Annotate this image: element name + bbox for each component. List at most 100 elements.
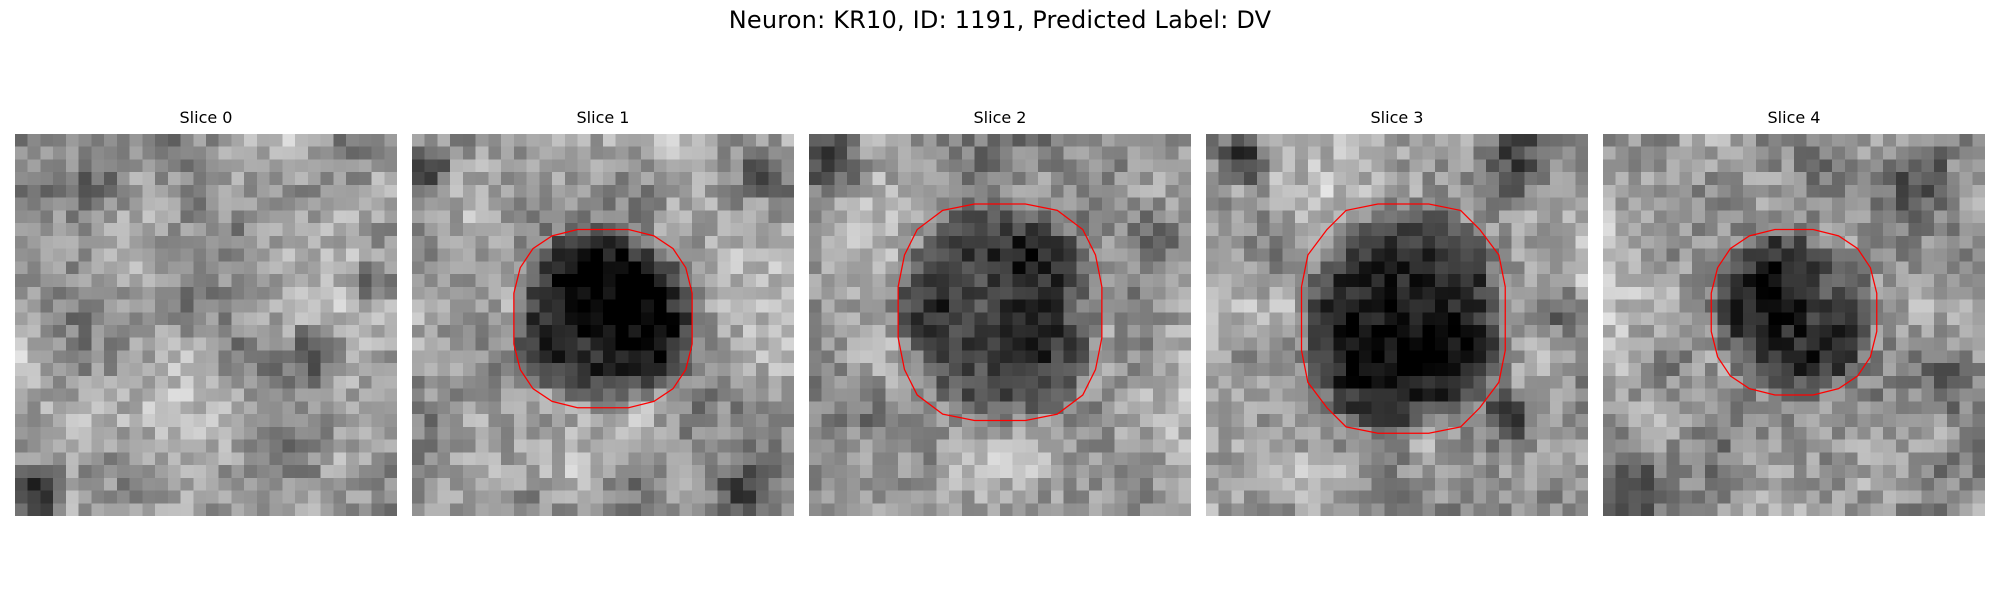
image-pixel	[641, 248, 655, 262]
image-pixel	[1781, 375, 1795, 389]
image-pixel	[1384, 452, 1398, 466]
image-pixel	[193, 414, 207, 428]
image-pixel	[809, 197, 822, 211]
image-pixel	[513, 286, 527, 300]
image-pixel	[320, 312, 334, 326]
image-pixel	[1946, 286, 1960, 300]
image-pixel	[27, 388, 41, 402]
image-pixel	[590, 210, 604, 224]
image-pixel	[1025, 159, 1039, 173]
image-pixel	[859, 235, 873, 249]
image-pixel	[501, 388, 515, 402]
image-pixel	[65, 503, 79, 516]
image-pixel	[1050, 337, 1064, 351]
image-pixel	[1409, 146, 1423, 160]
image-pixel	[923, 452, 937, 466]
image-pixel	[1628, 286, 1642, 300]
image-pixel	[1038, 274, 1052, 288]
image-pixel	[1768, 350, 1782, 364]
image-pixel	[333, 172, 347, 186]
image-pixel	[180, 426, 194, 440]
image-pixel	[781, 197, 794, 211]
image-pixel	[1244, 439, 1258, 453]
image-pixel	[1333, 274, 1347, 288]
image-pixel	[1206, 414, 1219, 428]
image-pixel	[193, 375, 207, 389]
image-pixel	[603, 325, 616, 338]
image-pixel	[1025, 375, 1039, 389]
image-pixel	[1346, 465, 1360, 479]
image-pixel	[679, 490, 693, 504]
image-pixel	[859, 274, 873, 288]
image-pixel	[104, 299, 118, 313]
image-pixel	[218, 452, 232, 466]
image-pixel	[358, 172, 372, 186]
image-pixel	[781, 477, 794, 491]
image-pixel	[104, 465, 118, 479]
image-pixel	[129, 223, 143, 237]
image-pixel	[885, 134, 899, 147]
image-pixel	[628, 172, 642, 186]
image-pixel	[834, 197, 848, 211]
image-pixel	[679, 312, 693, 326]
image-pixel	[1152, 312, 1166, 326]
image-pixel	[577, 388, 591, 402]
image-pixel	[1883, 172, 1897, 186]
image-pixel	[1231, 286, 1245, 300]
image-pixel	[346, 477, 360, 491]
image-pixel	[987, 274, 1001, 288]
image-pixel	[1460, 134, 1474, 147]
image-pixel	[475, 159, 489, 173]
image-pixel	[653, 274, 667, 288]
image-pixel	[1730, 172, 1744, 186]
image-pixel	[1140, 312, 1154, 326]
image-pixel	[231, 134, 245, 147]
image-pixel	[450, 159, 464, 173]
image-pixel	[834, 274, 848, 288]
image-pixel	[53, 477, 67, 491]
image-pixel	[1794, 286, 1807, 300]
image-pixel	[1524, 184, 1538, 198]
image-pixel	[1244, 235, 1258, 249]
image-pixel	[437, 235, 451, 249]
image-pixel	[142, 159, 156, 173]
image-pixel	[282, 375, 296, 389]
image-pixel	[1218, 197, 1232, 211]
image-pixel	[129, 337, 143, 351]
image-pixel	[1653, 375, 1667, 389]
image-pixel	[1358, 223, 1372, 237]
image-pixel	[1562, 350, 1576, 364]
image-pixel	[462, 159, 476, 173]
image-pixel	[40, 477, 54, 491]
image-pixel	[371, 146, 385, 160]
image-pixel	[1307, 299, 1321, 313]
image-pixel	[40, 184, 54, 198]
image-pixel	[743, 299, 757, 313]
image-pixel	[768, 197, 782, 211]
image-pixel	[1857, 363, 1871, 377]
image-pixel	[1460, 197, 1474, 211]
image-pixel	[974, 146, 988, 160]
image-pixel	[615, 172, 629, 186]
image-pixel	[1653, 452, 1667, 466]
image-pixel	[628, 465, 642, 479]
image-pixel	[1140, 184, 1154, 198]
image-pixel	[320, 325, 334, 338]
image-pixel	[1025, 401, 1039, 415]
image-pixel	[513, 274, 527, 288]
image-pixel	[384, 439, 397, 453]
image-pixel	[1857, 426, 1871, 440]
image-pixel	[898, 350, 912, 364]
image-pixel	[1511, 452, 1525, 466]
image-pixel	[384, 477, 397, 491]
image-pixel	[552, 375, 566, 389]
image-pixel	[526, 350, 540, 364]
image-pixel	[307, 146, 321, 160]
image-pixel	[603, 503, 616, 516]
image-pixel	[371, 490, 385, 504]
image-pixel	[1384, 503, 1398, 516]
image-pixel	[628, 363, 642, 377]
image-pixel	[768, 146, 782, 160]
image-pixel	[1857, 452, 1871, 466]
image-pixel	[1486, 223, 1500, 237]
